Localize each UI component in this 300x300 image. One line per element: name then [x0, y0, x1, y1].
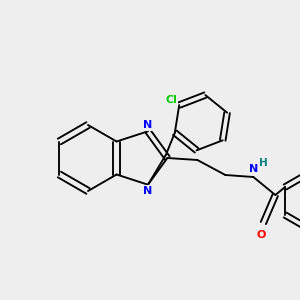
Text: O: O [257, 230, 266, 240]
Text: Cl: Cl [166, 95, 177, 105]
Text: N: N [143, 186, 153, 196]
Text: N: N [249, 164, 258, 174]
Text: H: H [259, 158, 268, 168]
Text: N: N [143, 120, 153, 130]
